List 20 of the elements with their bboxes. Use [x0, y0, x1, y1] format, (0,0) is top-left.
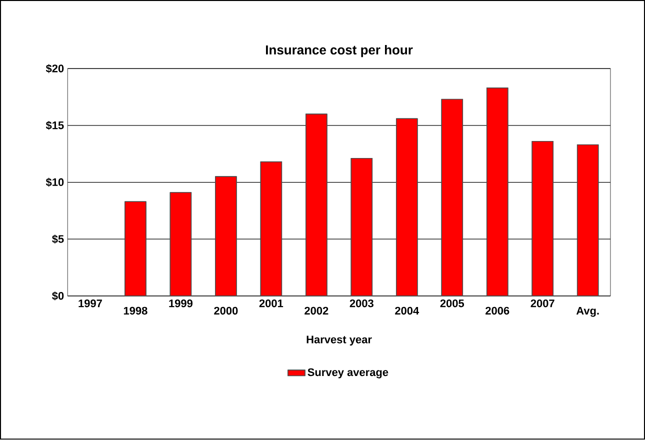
- y-tick-label: $15: [46, 121, 64, 130]
- y-tick-label: $0: [52, 292, 64, 301]
- x-axis-title: Harvest year: [306, 336, 372, 346]
- x-tick-label: 2002: [304, 307, 328, 315]
- x-tick-label: 2004: [395, 307, 420, 315]
- x-tick-label: 1997: [78, 300, 102, 308]
- x-tick-label: 2006: [486, 307, 510, 315]
- y-tick-label: $5: [52, 234, 64, 244]
- x-tick-label: 2007: [530, 300, 554, 308]
- x-tick-label: Avg.: [576, 307, 599, 317]
- x-tick-label: 1998: [124, 307, 148, 315]
- x-tick-label: 2001: [259, 300, 284, 308]
- x-tick-label: 1999: [169, 300, 192, 308]
- x-tick-label: 2005: [440, 300, 464, 308]
- y-tick-label: $20: [46, 64, 64, 74]
- legend-label: Survey average: [308, 368, 388, 378]
- x-tick-label: 2000: [214, 307, 238, 315]
- chart-title: Insurance cost per hour: [266, 45, 413, 58]
- y-tick-label: $10: [46, 178, 64, 187]
- x-tick-label: 2003: [350, 300, 374, 308]
